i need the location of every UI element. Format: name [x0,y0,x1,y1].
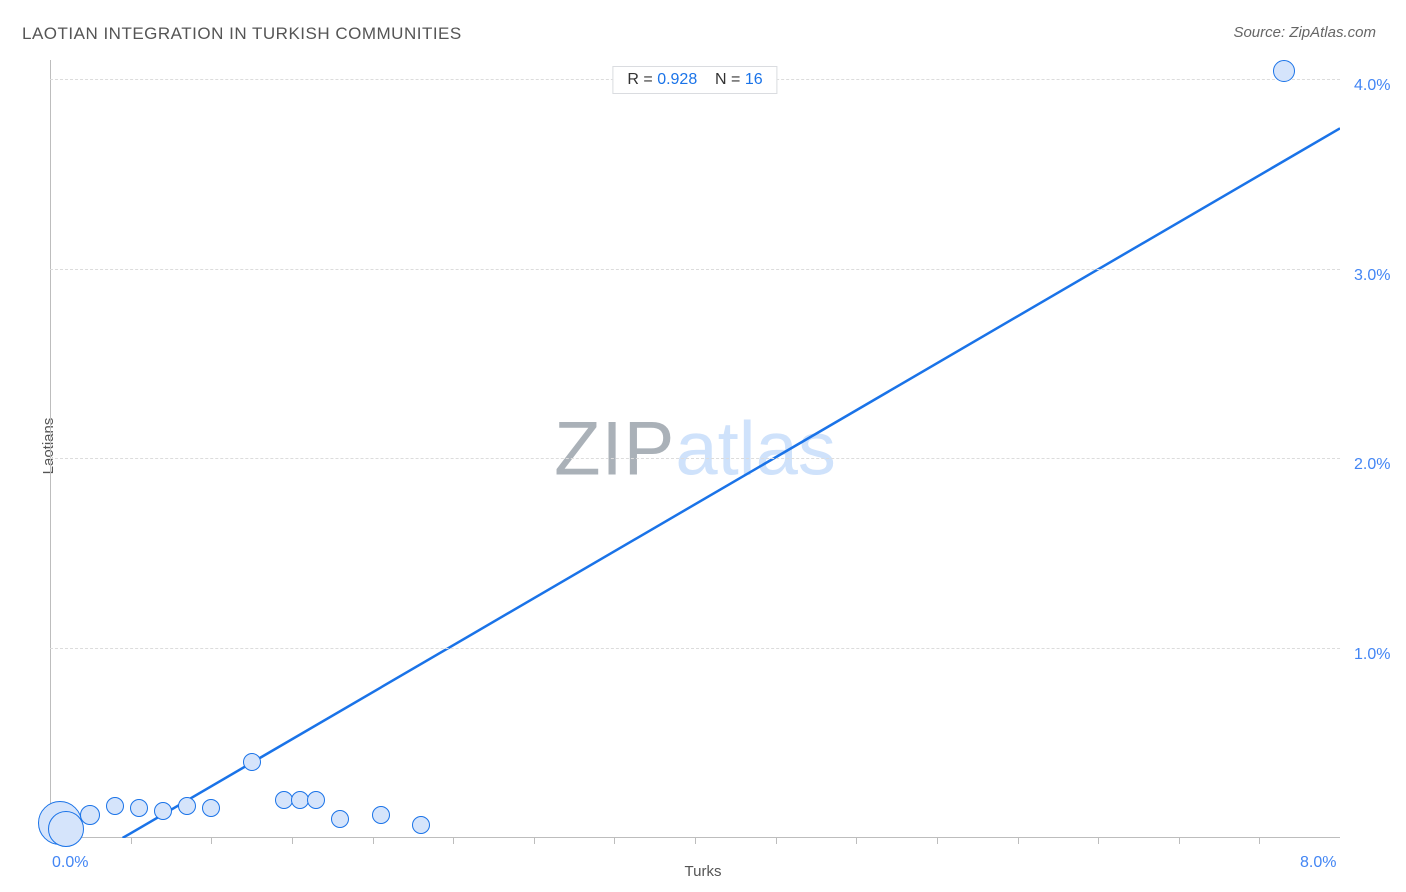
x-tick [614,838,615,844]
x-tick-label: 8.0% [1300,854,1336,872]
scatter-point [130,799,148,817]
scatter-point [412,816,430,834]
scatter-point [154,802,172,820]
x-tick [211,838,212,844]
trendline-svg [50,60,1340,838]
x-tick [1179,838,1180,844]
scatter-point [106,797,124,815]
trend-line [123,128,1340,838]
chart-title: LAOTIAN INTEGRATION IN TURKISH COMMUNITI… [22,24,462,44]
x-axis-label: Turks [685,863,722,880]
scatter-point [331,810,349,828]
grid-line [50,269,1340,270]
scatter-point [202,799,220,817]
x-tick [1259,838,1260,844]
scatter-point [48,811,84,847]
y-tick-label: 2.0% [1354,456,1390,474]
r-label: R = [627,71,652,88]
n-value: 16 [745,71,763,88]
stats-legend: R = 0.928 N = 16 [612,66,777,94]
grid-line [50,648,1340,649]
scatter-point [1273,60,1295,82]
r-value: 0.928 [657,71,697,88]
scatter-point [80,805,100,825]
scatter-point [178,797,196,815]
x-tick [776,838,777,844]
x-tick [695,838,696,844]
x-tick [292,838,293,844]
scatter-point [372,806,390,824]
source-attribution: Source: ZipAtlas.com [1233,24,1376,41]
watermark: ZIPatlas [554,406,836,493]
y-tick-label: 1.0% [1354,646,1390,664]
x-tick-label: 0.0% [52,854,88,872]
watermark-zip: ZIP [554,407,675,492]
y-tick-label: 4.0% [1354,77,1390,95]
grid-line [50,458,1340,459]
x-tick [453,838,454,844]
x-tick [534,838,535,844]
x-tick [131,838,132,844]
n-label: N = [715,71,740,88]
x-tick [937,838,938,844]
scatter-point [307,791,325,809]
plot-area: ZIPatlas R = 0.928 N = 16 1.0%2.0%3.0%4.… [50,60,1340,838]
x-tick [1018,838,1019,844]
y-tick-label: 3.0% [1354,267,1390,285]
x-tick [1098,838,1099,844]
x-tick [373,838,374,844]
x-tick [856,838,857,844]
scatter-point [243,753,261,771]
watermark-atlas: atlas [675,407,836,492]
y-axis-line [50,60,51,838]
